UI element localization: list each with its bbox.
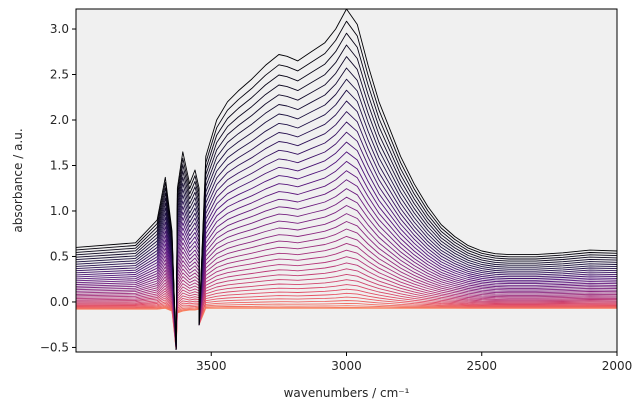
spectrum-line	[76, 228, 617, 347]
spectrum-line	[76, 20, 617, 350]
spectrum-line	[76, 100, 617, 347]
series-layer	[76, 9, 617, 350]
y-tick-label: 2.5	[50, 68, 69, 82]
x-tick-label: 2000	[602, 359, 633, 373]
spectrum-line	[76, 279, 617, 350]
y-tick-label: 1.0	[50, 204, 69, 218]
x-axis: 3500 3000 2500 2000	[196, 352, 632, 373]
y-axis-label: absorbance / a.u.	[11, 128, 25, 232]
spectrum-line	[76, 205, 617, 347]
y-tick-label: 1.5	[50, 158, 69, 172]
spectrum-line	[76, 273, 617, 342]
x-tick-label: 2500	[466, 359, 497, 373]
x-tick-label: 3500	[196, 359, 227, 373]
spectrum-line	[76, 256, 617, 343]
spectrum-line	[76, 249, 617, 347]
spectrum-line	[76, 284, 617, 346]
spectrum-line	[76, 89, 617, 349]
spectrum-line	[76, 292, 617, 350]
y-tick-label: 0.0	[50, 295, 69, 309]
spectrum-line	[76, 56, 617, 349]
spectrum-line	[76, 179, 617, 348]
spectrum-line	[76, 9, 617, 350]
spectrum-line	[76, 151, 617, 348]
spectrum-line	[76, 213, 617, 344]
y-tick-label: 2.0	[50, 113, 69, 127]
spectrum-line	[76, 121, 617, 349]
spectrum-line	[76, 300, 617, 341]
spectrum-line	[76, 78, 617, 350]
y-tick-label: −0.5	[40, 340, 69, 354]
spectrum-line	[76, 302, 617, 350]
spectrum-line	[76, 305, 617, 346]
spectrum-line	[76, 44, 617, 350]
y-axis: −0.5 0.0 0.5 1.0 1.5 2.0 2.5 3.0	[40, 22, 76, 354]
spectrum-line	[76, 288, 617, 342]
x-tick-label: 3000	[331, 359, 362, 373]
spectrum-line	[76, 188, 617, 345]
spectrum-line	[76, 221, 617, 350]
y-tick-label: 3.0	[50, 22, 69, 36]
spectrum-line	[76, 170, 617, 350]
spectrum-line	[76, 131, 617, 346]
y-tick-label: 0.5	[50, 249, 69, 263]
x-axis-label: wavenumbers / cm⁻¹	[284, 386, 410, 400]
spectrum-line	[76, 141, 617, 350]
spectrum-line	[76, 111, 617, 350]
spectrum-line	[76, 196, 617, 350]
spectrum-line	[76, 67, 617, 348]
spectrum-line	[76, 268, 617, 346]
spectrum-line	[76, 160, 617, 346]
spectrum-line	[76, 296, 617, 346]
spectrum-line	[76, 262, 617, 350]
spectrum-line	[76, 242, 617, 350]
spectrum-line	[76, 32, 617, 349]
spectrum-line	[76, 235, 617, 343]
